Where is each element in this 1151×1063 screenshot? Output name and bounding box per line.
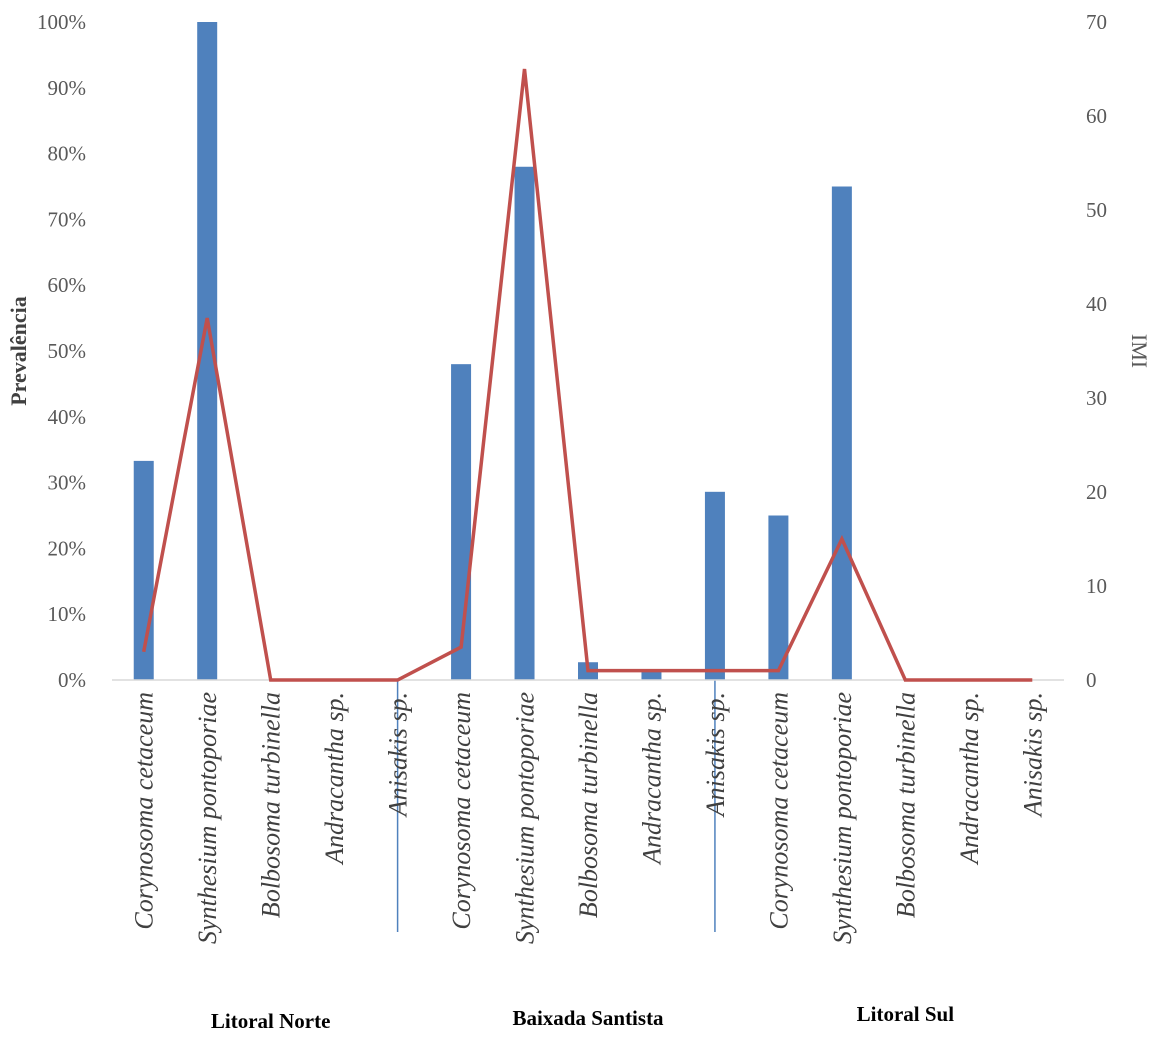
category-label: Corynosoma cetaceum (447, 692, 476, 930)
y-tick-label: 100% (37, 10, 86, 34)
bar-9 (704, 491, 725, 680)
category-label: Anisakis sp. (1018, 692, 1047, 818)
bar-1 (197, 22, 218, 680)
category-label: Andracantha sp. (320, 692, 349, 866)
y2-axis-ticks: 0 10 20 30 40 50 60 70 (1086, 10, 1107, 692)
y-tick-label: 0% (58, 668, 86, 692)
y2-axis-title: IMI (1127, 334, 1151, 368)
y-tick-label: 70% (48, 207, 87, 231)
y-tick-label: 20% (48, 536, 87, 560)
category-label: Bolbosoma turbinella (891, 692, 920, 918)
y2-tick-label: 0 (1086, 668, 1097, 692)
category-label: Corynosoma cetaceum (764, 692, 793, 930)
y2-tick-label: 30 (1086, 386, 1107, 410)
y-tick-label: 90% (48, 76, 87, 100)
line-layer (141, 68, 1033, 682)
y-tick-label: 60% (48, 273, 87, 297)
category-label: Bolbosoma turbinella (257, 692, 286, 918)
category-label: Anisakis sp. (701, 692, 730, 818)
y2-tick-label: 10 (1086, 574, 1107, 598)
category-label: Synthesium pontoporiae (193, 692, 222, 944)
y-axis-title: Prevalência (6, 296, 31, 406)
y-tick-label: 30% (48, 471, 87, 495)
y-axis-ticks: 0% 10% 20% 30% 40% 50% 60% 70% 80% 90% 100% (37, 10, 86, 692)
group-labels: Litoral Norte Baixada Santista Litoral Sul (211, 1002, 954, 1033)
y2-tick-label: 70 (1086, 10, 1107, 34)
y-tick-label: 10% (48, 602, 87, 626)
y-tick-label: 50% (48, 339, 87, 363)
bar-layer (133, 22, 852, 680)
bar-6 (514, 166, 535, 680)
y2-tick-label: 50 (1086, 198, 1107, 222)
y2-tick-label: 60 (1086, 104, 1107, 128)
y2-tick-label: 40 (1086, 292, 1107, 316)
bar-11 (831, 186, 852, 680)
y-tick-label: 80% (48, 142, 87, 166)
category-label: Andracantha sp. (955, 692, 984, 866)
group-divider-layer (396, 680, 716, 932)
category-label: Anisakis sp. (384, 692, 413, 818)
group-label: Litoral Sul (857, 1002, 955, 1026)
category-label: Bolbosoma turbinella (574, 692, 603, 918)
y-tick-label: 40% (48, 405, 87, 429)
bar-8 (641, 670, 662, 680)
category-label: Synthesium pontoporiae (511, 692, 540, 944)
bar-10 (768, 515, 789, 680)
category-label: Andracantha sp. (637, 692, 666, 866)
imi-line (141, 68, 1033, 682)
group-label: Litoral Norte (211, 1009, 331, 1033)
category-label: Corynosoma cetaceum (130, 692, 159, 930)
y2-tick-label: 20 (1086, 480, 1107, 504)
group-label: Baixada Santista (512, 1006, 664, 1030)
category-labels: Corynosoma cetaceum Synthesium pontoporia… (130, 692, 1048, 944)
category-label: Synthesium pontoporiae (828, 692, 857, 944)
